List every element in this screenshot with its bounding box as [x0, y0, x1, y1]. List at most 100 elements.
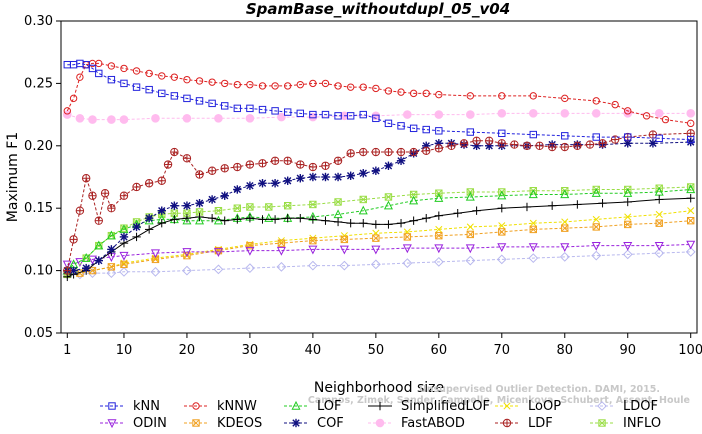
data-point-lof-part	[528, 189, 538, 199]
data-point-ldf	[510, 140, 519, 149]
data-point-ldof-part	[654, 248, 665, 259]
data-point-fastabod	[528, 109, 538, 118]
series-cof	[63, 137, 695, 275]
data-point-ldof-part	[119, 266, 129, 277]
data-point-lof-part	[654, 186, 664, 196]
data-point-simplifiedlof	[132, 232, 141, 242]
data-point-knn-part	[687, 135, 695, 144]
data-point-simplifiedlof	[157, 218, 166, 228]
y-tick-label: 0.20	[24, 139, 53, 154]
data-point-simplifiedlof	[233, 215, 242, 224]
data-point-inflo	[384, 193, 393, 201]
data-point-fastabod-part	[403, 110, 412, 119]
data-point-knnw	[107, 62, 116, 70]
data-point-odin	[686, 240, 696, 250]
data-point-odin	[465, 244, 475, 254]
data-point-ldof	[433, 256, 444, 267]
data-point-knn-part	[296, 109, 304, 118]
data-point-knn	[82, 60, 90, 69]
data-point-knnw-part	[529, 92, 537, 100]
data-point-lof-part	[358, 205, 368, 215]
data-point-odin-part	[87, 255, 98, 265]
data-point-knnw-part	[283, 82, 292, 90]
data-point-simplifiedlof	[195, 212, 204, 222]
data-point-knnw-part	[158, 72, 166, 80]
data-point-kdeos-part	[107, 263, 116, 271]
data-point-ldf	[434, 144, 444, 153]
data-point-knn	[120, 79, 128, 88]
plot-frame	[60, 20, 698, 334]
data-point-odin-part	[119, 251, 129, 261]
data-point-knnw	[170, 73, 179, 81]
data-point-fastabod-part	[308, 112, 318, 122]
data-point-fastabod	[119, 115, 129, 124]
legend-swatch-marker	[598, 419, 606, 427]
data-point-ldf	[308, 162, 318, 172]
data-point-knnw	[195, 77, 204, 85]
data-point-knn	[346, 112, 355, 120]
data-point-knnw	[233, 80, 242, 89]
data-point-ldof	[685, 246, 696, 257]
data-point-knnw-part	[435, 90, 443, 99]
data-point-knnw	[466, 92, 475, 100]
data-point-knn-part	[422, 125, 430, 134]
data-point-ldof	[496, 254, 507, 265]
data-point-ldf	[182, 154, 192, 163]
data-point-lof	[623, 188, 633, 197]
data-point-ldf	[94, 216, 103, 225]
series-line-cof	[67, 141, 691, 272]
data-point-cof	[258, 179, 267, 188]
data-point-simplifiedlof	[144, 225, 154, 234]
data-point-knn-part	[397, 122, 405, 130]
data-point-cof	[359, 169, 368, 178]
data-point-loop	[435, 225, 443, 233]
data-point-knnw	[611, 100, 619, 109]
data-point-loop-part	[529, 219, 537, 227]
data-point-loop	[687, 207, 695, 215]
data-point-knnw	[296, 80, 304, 89]
data-point-inflo-part	[170, 209, 178, 217]
data-point-ldf	[396, 147, 406, 157]
legend-swatch-marker	[108, 402, 116, 410]
data-point-knnw-part	[359, 83, 367, 91]
data-point-ldof	[591, 250, 602, 261]
data-point-ldof	[106, 268, 117, 279]
data-point-ldf	[547, 142, 557, 152]
data-point-lof	[560, 189, 570, 199]
data-point-ldof-part	[307, 260, 318, 271]
series-line-ldf	[66, 132, 691, 271]
data-point-knn-part	[258, 105, 267, 114]
data-point-knnw	[687, 119, 695, 128]
legend-label-fastabod: FastABOD	[401, 416, 465, 431]
data-point-knnw	[63, 107, 71, 115]
data-point-ldf	[283, 156, 292, 165]
data-point-knnw-part	[687, 119, 695, 128]
data-point-knn	[195, 97, 204, 105]
data-point-kdeos	[435, 231, 443, 240]
x-tick-label: 20	[179, 343, 196, 358]
data-point-loop-part	[277, 237, 285, 245]
data-point-odin	[75, 258, 85, 267]
data-point-ldof-part	[150, 266, 161, 277]
data-point-kdeos-part	[655, 219, 663, 227]
data-point-knnw	[76, 73, 84, 81]
data-point-kdeos-part	[655, 219, 663, 227]
data-point-knnw	[409, 89, 418, 98]
data-point-knnw	[498, 92, 506, 100]
data-point-ldf	[409, 147, 418, 157]
data-point-kdeos-part	[151, 255, 160, 263]
data-point-odin-part	[182, 248, 192, 257]
data-point-cof	[170, 201, 179, 210]
x-tick-label: 50	[368, 343, 385, 358]
data-point-cof	[69, 266, 78, 275]
data-point-ldof-part	[465, 255, 476, 266]
data-point-fastabod	[654, 109, 664, 118]
data-point-kdeos-part	[624, 220, 632, 228]
data-point-cof	[81, 263, 91, 273]
data-point-odin	[182, 248, 192, 257]
x-tick-label: 40	[305, 343, 322, 358]
legend-item-kdeos: KDEOS	[184, 416, 262, 431]
data-point-knnw-part	[233, 80, 242, 89]
data-point-knnw	[271, 82, 279, 90]
data-point-simplifiedlof	[655, 195, 664, 204]
